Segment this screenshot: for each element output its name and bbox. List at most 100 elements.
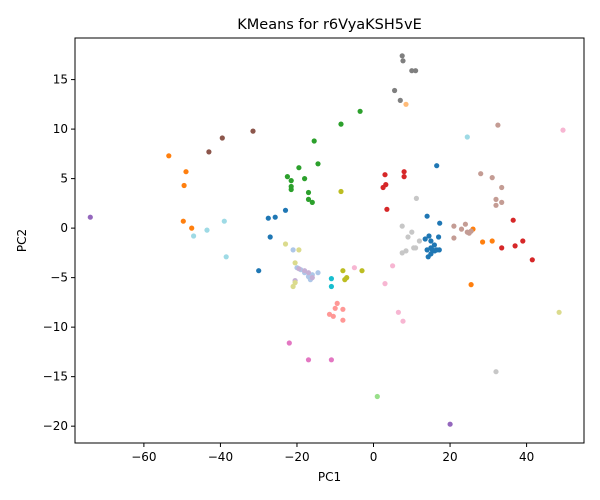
data-point (489, 175, 495, 181)
chart-title: KMeans for r6VyaKSH5vE (237, 17, 422, 33)
data-point (332, 305, 338, 311)
data-point (520, 238, 526, 244)
data-point (223, 254, 229, 260)
data-point (309, 275, 315, 281)
data-point (272, 214, 278, 220)
data-point (250, 128, 256, 134)
data-point (328, 283, 334, 290)
data-point (401, 169, 407, 175)
data-point (359, 268, 365, 274)
data-points (87, 53, 566, 427)
data-point (315, 270, 321, 276)
data-point (478, 171, 484, 177)
y-tick-label: −20 (43, 419, 68, 433)
data-point (451, 235, 457, 241)
data-point (390, 263, 396, 269)
x-tick-label: −20 (284, 450, 309, 464)
data-point (305, 270, 312, 276)
data-point (286, 340, 292, 346)
data-point (338, 188, 344, 195)
data-point (221, 218, 227, 224)
y-tick-label: 15 (53, 73, 68, 87)
x-tick-label: −40 (208, 450, 233, 464)
data-point (400, 318, 406, 324)
data-point (399, 53, 405, 59)
data-point (403, 101, 409, 107)
data-point (382, 281, 388, 287)
data-point (328, 357, 334, 363)
data-point (181, 182, 187, 189)
data-point (256, 268, 262, 274)
y-axis-label: PC2 (15, 229, 29, 252)
data-point (493, 196, 499, 202)
data-point (183, 169, 189, 175)
data-point (416, 238, 422, 244)
data-point (288, 186, 294, 193)
data-point (510, 217, 516, 223)
data-point (282, 241, 289, 247)
data-point (267, 234, 273, 240)
data-point (204, 227, 210, 233)
data-point (340, 306, 346, 312)
data-point (282, 207, 289, 213)
data-point (330, 313, 336, 319)
data-point (458, 226, 465, 232)
data-point (302, 176, 308, 182)
data-point (191, 233, 197, 239)
data-point (468, 282, 474, 288)
data-point (395, 309, 401, 315)
x-tick-label: −60 (131, 450, 156, 464)
data-point (340, 317, 346, 323)
data-point (219, 135, 225, 141)
y-tick-label: 5 (60, 172, 68, 186)
data-point (462, 221, 468, 227)
x-tick-label: 40 (519, 450, 534, 464)
data-point (428, 251, 434, 257)
data-point (397, 97, 403, 103)
data-point (434, 163, 440, 169)
data-point (436, 234, 442, 240)
data-point (328, 276, 334, 282)
data-point (556, 309, 562, 315)
data-point (413, 195, 419, 201)
data-point (309, 199, 315, 205)
data-point (529, 257, 535, 263)
data-point (288, 178, 294, 184)
data-point (305, 357, 312, 363)
data-point (284, 174, 290, 180)
data-point (206, 149, 212, 155)
data-point (493, 369, 499, 375)
data-point (426, 233, 432, 239)
data-point (409, 68, 415, 74)
data-point (87, 214, 93, 220)
data-point (424, 247, 430, 253)
data-point (296, 266, 302, 272)
data-point (290, 247, 296, 253)
data-point (180, 218, 186, 224)
data-point (489, 238, 495, 244)
data-point (292, 280, 298, 286)
y-axis-ticks: −20 −15 −10 −5 0 5 10 15 (43, 73, 75, 433)
data-point (451, 223, 457, 229)
x-tick-label: 20 (442, 450, 457, 464)
data-point (436, 247, 442, 253)
data-point (413, 68, 419, 74)
y-tick-label: −10 (43, 320, 68, 334)
data-point (311, 138, 317, 144)
data-point (384, 206, 390, 212)
data-point (431, 242, 437, 248)
x-axis-label: PC1 (318, 470, 341, 484)
data-point (409, 229, 415, 235)
data-point (428, 238, 434, 244)
data-point (424, 213, 430, 219)
data-point (403, 248, 409, 254)
data-point (464, 134, 470, 140)
data-point (499, 184, 505, 191)
data-point (383, 182, 389, 188)
data-point (401, 174, 407, 180)
data-point (499, 245, 505, 251)
data-point (334, 300, 340, 306)
data-point (405, 234, 411, 240)
data-point (338, 121, 344, 127)
